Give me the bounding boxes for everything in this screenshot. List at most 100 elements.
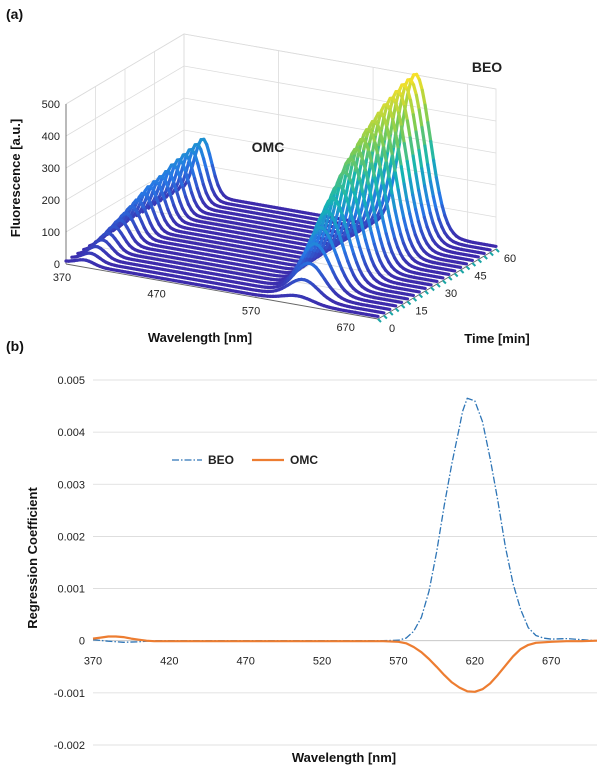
y-axis-label: Time [min] xyxy=(464,331,530,346)
spectrum-curve xyxy=(87,226,406,309)
curve-segment xyxy=(355,235,362,249)
curve-segment xyxy=(382,146,389,165)
y-tick-label: 60 xyxy=(504,253,516,265)
curve-end-marker xyxy=(471,262,477,267)
curve-segment xyxy=(432,279,439,283)
curve-segment xyxy=(491,244,498,248)
curve-segment xyxy=(411,83,418,97)
curve-segment xyxy=(369,231,376,246)
curve-segment xyxy=(396,222,403,237)
curve-segment xyxy=(473,254,480,259)
curve-end-marker xyxy=(412,297,418,302)
curve-segment xyxy=(438,275,445,280)
curve-segment xyxy=(400,94,407,109)
curve-segment xyxy=(414,207,421,224)
curve-segment xyxy=(361,227,368,242)
panel-a-label: (a) xyxy=(6,6,24,22)
curve-segment xyxy=(327,216,334,231)
curve-segment xyxy=(450,268,457,273)
spectrum-curve xyxy=(111,170,429,295)
curve-segment xyxy=(353,177,360,196)
z-tick-label: 300 xyxy=(42,163,60,175)
curve-end-marker xyxy=(465,265,471,271)
curve-end-marker xyxy=(424,290,429,295)
curve-segment xyxy=(376,153,383,172)
series-line-omc xyxy=(92,635,597,693)
curve-segment xyxy=(207,152,214,168)
curve-segment xyxy=(355,169,362,183)
curve-segment xyxy=(462,261,469,266)
grid-line-z xyxy=(65,33,497,105)
curve-segment xyxy=(388,107,395,122)
curve-segment xyxy=(387,214,394,230)
panel-b-regression-chart: -0.002 -0.001 0 0.001 0.002 0.003 0.004 0.005 37… xyxy=(25,375,597,765)
spectrum-curve xyxy=(147,111,465,274)
curve-segment xyxy=(434,207,441,221)
series-line-beo xyxy=(92,397,597,643)
curve-segment xyxy=(364,171,371,188)
curve-segment xyxy=(414,289,421,294)
curve-segment xyxy=(426,121,433,144)
curve-segment xyxy=(422,215,429,229)
curve-segment xyxy=(408,136,415,158)
curve-segment xyxy=(399,165,406,186)
x-axis-label: Wavelength [nm] xyxy=(292,750,396,765)
curve-segment xyxy=(396,188,403,207)
curve-segment xyxy=(417,188,424,207)
curve-segment xyxy=(420,203,426,219)
curve-segment xyxy=(428,211,435,225)
curve-segment xyxy=(397,111,404,129)
curve-segment xyxy=(402,141,409,163)
curve-segment xyxy=(432,158,438,180)
curve-segment xyxy=(390,193,397,212)
curve-segment xyxy=(426,163,433,184)
x-tick-label: 570 xyxy=(242,305,260,317)
curve-segment xyxy=(382,184,388,203)
x-axis-label: Wavelength [nm] xyxy=(148,330,252,345)
curve-segment xyxy=(411,224,417,237)
spectrum-curve xyxy=(82,238,400,313)
y-tick-label: 0.002 xyxy=(57,531,85,543)
curve-end-marker xyxy=(389,311,394,316)
curve-end-marker xyxy=(406,300,412,306)
grid-line-z xyxy=(65,129,497,201)
curve-segment xyxy=(362,181,369,199)
curve-segment xyxy=(376,191,383,210)
curve-segment xyxy=(210,163,217,178)
curve-segment xyxy=(440,204,447,218)
curve-segment xyxy=(408,212,415,228)
curve-segment xyxy=(370,162,377,180)
curve-segment xyxy=(420,286,427,290)
z-tick-label: 500 xyxy=(42,99,60,111)
z-axis-label: Fluorescence [a.u.] xyxy=(8,119,23,237)
curve-segment xyxy=(385,307,392,311)
y-axis-label: Regression Coefficient xyxy=(25,487,40,629)
curve-segment xyxy=(187,181,194,195)
curve-end-marker xyxy=(448,276,453,281)
curve-segment xyxy=(378,206,385,224)
curve-end-marker xyxy=(383,314,388,320)
curve-segment xyxy=(181,185,188,199)
x-tick-label: 670 xyxy=(336,322,354,334)
curve-segment xyxy=(403,296,410,301)
curve-segment xyxy=(414,130,421,153)
y-tick-label: 0.003 xyxy=(57,479,85,491)
y-tick-label: 0.001 xyxy=(57,584,85,596)
curve-end-marker xyxy=(459,269,465,274)
spectrum-curve xyxy=(76,244,394,316)
curve-segment xyxy=(349,212,356,228)
x-tick-label: 470 xyxy=(147,289,165,301)
curve-end-marker xyxy=(489,251,494,257)
curve-segment xyxy=(199,172,205,187)
x-tick-label: 470 xyxy=(237,656,255,668)
curve-end-marker xyxy=(436,283,441,288)
legend-label-omc: OMC xyxy=(290,453,318,467)
curve-segment xyxy=(426,282,433,287)
curve-segment xyxy=(196,161,203,176)
curve-segment xyxy=(420,125,427,148)
curve-segment xyxy=(355,202,362,219)
curve-segment xyxy=(193,177,200,191)
curve-segment xyxy=(364,238,371,252)
curve-segment xyxy=(205,142,212,156)
curve-segment xyxy=(377,181,384,199)
